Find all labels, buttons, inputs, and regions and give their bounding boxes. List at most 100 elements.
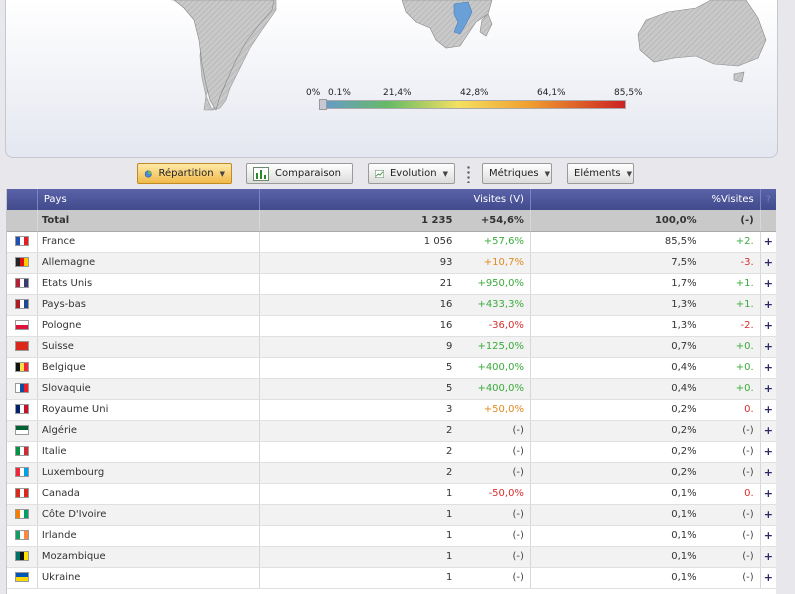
table-row[interactable]: Slovaquie 5 +400,0% 0,4% +0. + xyxy=(7,378,776,400)
slovakia-flag-icon xyxy=(14,383,29,393)
expand-plus-icon[interactable]: + xyxy=(760,441,776,463)
uk-flag-icon xyxy=(14,404,29,414)
pct-value: 0,2% xyxy=(530,399,701,421)
country-name[interactable]: Slovaquie xyxy=(37,378,261,400)
country-name[interactable]: Royaume Uni xyxy=(37,399,261,421)
toolbar-separator xyxy=(467,165,470,183)
expand-plus-icon[interactable]: + xyxy=(760,357,776,379)
country-name[interactable]: Pays-bas xyxy=(37,294,261,316)
header-pct-visites[interactable]: %Visites xyxy=(530,189,761,210)
country-name[interactable]: Ukraine xyxy=(37,567,261,589)
pct-variation: +1. xyxy=(700,273,761,295)
poland-flag-icon xyxy=(14,320,29,330)
expand-plus-icon[interactable]: + xyxy=(760,504,776,526)
country-name[interactable]: Côte D'Ivoire xyxy=(37,504,261,526)
visits-value: 2 xyxy=(259,420,453,442)
country-name[interactable]: Luxembourg xyxy=(37,462,261,484)
ireland-flag-icon xyxy=(14,530,29,540)
pct-value: 1,7% xyxy=(530,273,701,295)
expand-plus-icon[interactable]: + xyxy=(760,378,776,400)
visits-variation: +400,0% xyxy=(452,378,531,400)
expand-plus-icon[interactable]: + xyxy=(760,315,776,337)
usa-flag-icon xyxy=(14,278,29,288)
expand-plus-icon[interactable]: + xyxy=(760,567,776,589)
visits-variation: +433,3% xyxy=(452,294,531,316)
country-name[interactable]: Suisse xyxy=(37,336,261,358)
visits-variation: +10,7% xyxy=(452,252,531,274)
header-visites[interactable]: Visites (V) xyxy=(259,189,531,210)
visits-value: 5 xyxy=(259,357,453,379)
table-row[interactable]: Suisse 9 +125,0% 0,7% +0. + xyxy=(7,336,776,358)
table-row[interactable]: Pologne 16 -36,0% 1,3% -2. + xyxy=(7,315,776,337)
table-row[interactable]: Luxembourg 2 (-) 0,2% (-) + xyxy=(7,462,776,484)
pct-variation: (-) xyxy=(700,546,761,568)
comparaison-label: Comparaison xyxy=(275,168,342,179)
expand-plus-icon[interactable]: + xyxy=(760,525,776,547)
table-row[interactable]: Royaume Uni 3 +50,0% 0,2% 0. + xyxy=(7,399,776,421)
table-row[interactable]: Côte D'Ivoire 1 (-) 0,1% (-) + xyxy=(7,504,776,526)
pct-value: 1,3% xyxy=(530,294,701,316)
country-name[interactable]: Allemagne xyxy=(37,252,261,274)
expand-plus-icon[interactable]: + xyxy=(760,462,776,484)
africa-body xyxy=(401,0,493,49)
country-name[interactable]: Italie xyxy=(37,441,261,463)
total-row: Total 1 235 +54,6% 100,0% (-) xyxy=(7,210,776,232)
table-row[interactable]: Etats Unis 21 +950,0% 1,7% +1. + xyxy=(7,273,776,295)
country-name[interactable]: France xyxy=(37,231,261,253)
ukraine-flag-icon xyxy=(14,572,29,582)
canada-flag-icon xyxy=(14,488,29,498)
visits-value: 1 xyxy=(259,483,453,505)
pct-variation: +2. xyxy=(700,231,761,253)
total-pct-var: (-) xyxy=(700,210,761,232)
table-row[interactable]: Algérie 2 (-) 0,2% (-) + xyxy=(7,420,776,442)
table-row[interactable]: Allemagne 93 +10,7% 7,5% -3. + xyxy=(7,252,776,274)
pct-variation: (-) xyxy=(700,462,761,484)
expand-plus-icon[interactable]: + xyxy=(760,231,776,253)
metriques-button[interactable]: Métriques ▼ xyxy=(482,163,552,184)
visits-variation: +50,0% xyxy=(452,399,531,421)
world-map[interactable] xyxy=(6,0,778,158)
visits-value: 1 xyxy=(259,525,453,547)
pct-value: 0,2% xyxy=(530,462,701,484)
legend-label-5: 85,5% xyxy=(614,88,643,98)
australia-body xyxy=(637,0,767,67)
legend-gradient-bar xyxy=(321,100,626,109)
table-row[interactable]: Canada 1 -50,0% 0,1% 0. + xyxy=(7,483,776,505)
south-america-body xyxy=(173,0,275,111)
country-name[interactable]: Etats Unis xyxy=(37,273,261,295)
table-row[interactable]: Mozambique 1 (-) 0,1% (-) + xyxy=(7,546,776,568)
country-name[interactable]: Algérie xyxy=(37,420,261,442)
country-name[interactable]: Canada xyxy=(37,483,261,505)
expand-plus-icon[interactable]: + xyxy=(760,546,776,568)
repartition-button[interactable]: Répartition ▼ xyxy=(137,163,232,184)
header-pays[interactable]: Pays xyxy=(37,189,261,210)
comparaison-button[interactable]: Comparaison xyxy=(246,163,353,184)
country-name[interactable]: Mozambique xyxy=(37,546,261,568)
pct-variation: (-) xyxy=(700,441,761,463)
pct-variation: (-) xyxy=(700,525,761,547)
elements-button[interactable]: Eléments ▼ xyxy=(567,163,634,184)
table-row[interactable]: Belgique 5 +400,0% 0,4% +0. + xyxy=(7,357,776,379)
help-icon[interactable]: ? xyxy=(760,189,776,210)
expand-plus-icon[interactable]: + xyxy=(760,336,776,358)
pct-variation: -3. xyxy=(700,252,761,274)
expand-plus-icon[interactable]: + xyxy=(760,273,776,295)
expand-plus-icon[interactable]: + xyxy=(760,399,776,421)
expand-plus-icon[interactable]: + xyxy=(760,420,776,442)
table-row[interactable]: Pays-bas 16 +433,3% 1,3% +1. + xyxy=(7,294,776,316)
expand-plus-icon[interactable]: + xyxy=(760,294,776,316)
table-row[interactable]: Ukraine 1 (-) 0,1% (-) + xyxy=(7,567,776,589)
pct-value: 0,4% xyxy=(530,378,701,400)
table-row[interactable]: France 1 056 +57,6% 85,5% +2. + xyxy=(7,231,776,253)
metriques-label: Métriques xyxy=(489,168,539,179)
evolution-button[interactable]: Evolution ▼ xyxy=(368,163,455,184)
table-row[interactable]: Italie 2 (-) 0,2% (-) + xyxy=(7,441,776,463)
italy-flag-icon xyxy=(14,446,29,456)
expand-plus-icon[interactable]: + xyxy=(760,483,776,505)
expand-plus-icon[interactable]: + xyxy=(760,252,776,274)
country-name[interactable]: Belgique xyxy=(37,357,261,379)
switzerland-flag-icon xyxy=(14,341,29,351)
country-name[interactable]: Pologne xyxy=(37,315,261,337)
table-row[interactable]: Irlande 1 (-) 0,1% (-) + xyxy=(7,525,776,547)
country-name[interactable]: Irlande xyxy=(37,525,261,547)
